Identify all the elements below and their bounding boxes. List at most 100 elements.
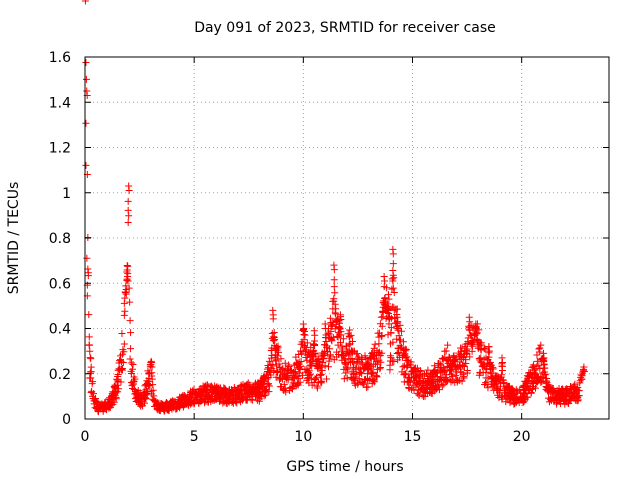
data-point bbox=[389, 250, 397, 258]
data-point bbox=[262, 374, 270, 382]
data-point bbox=[417, 367, 425, 375]
data-point bbox=[86, 347, 94, 355]
data-point bbox=[119, 359, 127, 367]
data-point bbox=[307, 343, 315, 351]
data-point bbox=[390, 357, 398, 365]
data-point bbox=[148, 363, 156, 371]
data-point bbox=[485, 353, 493, 361]
data-point bbox=[120, 340, 128, 348]
data-point bbox=[326, 351, 334, 359]
data-point bbox=[541, 364, 549, 372]
data-point bbox=[125, 212, 133, 220]
data-point bbox=[480, 344, 488, 352]
data-point bbox=[311, 331, 319, 339]
data-point bbox=[362, 383, 370, 391]
data-point bbox=[148, 369, 156, 377]
data-point bbox=[467, 321, 475, 329]
data-point bbox=[375, 340, 383, 348]
data-point bbox=[540, 354, 548, 362]
y-tick-label: 0 bbox=[62, 412, 71, 428]
data-point bbox=[297, 358, 305, 366]
data-point bbox=[87, 355, 95, 363]
data-point bbox=[536, 344, 544, 352]
data-point bbox=[331, 289, 339, 297]
data-point bbox=[535, 362, 543, 370]
data-point bbox=[473, 329, 481, 337]
x-tick-label: 0 bbox=[81, 429, 90, 445]
data-point bbox=[82, 119, 90, 127]
data-point bbox=[346, 333, 354, 341]
data-point bbox=[330, 266, 338, 274]
data-point bbox=[312, 373, 320, 381]
data-point bbox=[129, 361, 137, 368]
data-point bbox=[311, 350, 319, 358]
data-point bbox=[523, 393, 531, 401]
data-point bbox=[124, 262, 132, 270]
data-point bbox=[433, 384, 441, 392]
data-point bbox=[339, 335, 347, 343]
data-point bbox=[322, 337, 330, 345]
data-point bbox=[444, 341, 452, 349]
data-point bbox=[357, 368, 365, 376]
data-point bbox=[500, 379, 508, 387]
data-point bbox=[347, 331, 355, 339]
data-point bbox=[416, 386, 424, 394]
data-point bbox=[277, 355, 285, 363]
data-point bbox=[330, 276, 338, 284]
data-point bbox=[377, 313, 385, 321]
data-point bbox=[318, 367, 326, 375]
data-point bbox=[401, 345, 409, 353]
data-point bbox=[502, 398, 510, 406]
data-point bbox=[330, 295, 338, 303]
data-point bbox=[90, 390, 98, 398]
data-point bbox=[300, 325, 308, 332]
data-point bbox=[117, 365, 125, 373]
data-point bbox=[371, 378, 379, 386]
data-point bbox=[114, 371, 122, 379]
data-point bbox=[533, 357, 541, 365]
data-point bbox=[299, 371, 307, 379]
data-point bbox=[397, 327, 405, 335]
data-point bbox=[275, 376, 283, 384]
data-point bbox=[346, 326, 354, 334]
data-point bbox=[306, 370, 314, 378]
data-point bbox=[485, 347, 493, 355]
data-point bbox=[317, 370, 325, 378]
data-point bbox=[328, 337, 336, 345]
data-point bbox=[389, 284, 397, 292]
data-point bbox=[458, 344, 466, 352]
x-axis-title: GPS time / hours bbox=[286, 459, 403, 475]
data-point bbox=[349, 337, 357, 345]
data-point bbox=[402, 370, 410, 378]
data-point bbox=[126, 355, 134, 363]
data-point bbox=[355, 375, 363, 383]
y-tick-label: 1.4 bbox=[49, 95, 71, 111]
data-point bbox=[350, 359, 358, 367]
data-point bbox=[385, 310, 393, 318]
y-tick-label: 1.2 bbox=[49, 141, 71, 157]
data-point bbox=[272, 356, 280, 364]
data-point bbox=[402, 346, 410, 354]
data-point bbox=[330, 283, 338, 291]
data-point bbox=[394, 318, 402, 326]
data-point bbox=[267, 371, 275, 379]
data-point bbox=[336, 324, 344, 332]
data-point bbox=[537, 378, 545, 386]
data-point bbox=[131, 375, 139, 383]
data-point bbox=[373, 373, 381, 381]
data-point bbox=[87, 374, 95, 382]
data-point bbox=[378, 332, 386, 340]
grid bbox=[85, 57, 609, 419]
data-point bbox=[393, 350, 401, 358]
data-point bbox=[460, 374, 468, 382]
data-point bbox=[489, 365, 497, 373]
data-point bbox=[397, 336, 405, 344]
data-point bbox=[318, 377, 326, 385]
data-point bbox=[337, 315, 345, 323]
data-point bbox=[89, 378, 97, 386]
data-point bbox=[284, 376, 292, 384]
chart-title: Day 091 of 2023, SRMTID for receiver cas… bbox=[194, 20, 496, 36]
data-point bbox=[124, 219, 132, 227]
data-point bbox=[369, 377, 377, 385]
